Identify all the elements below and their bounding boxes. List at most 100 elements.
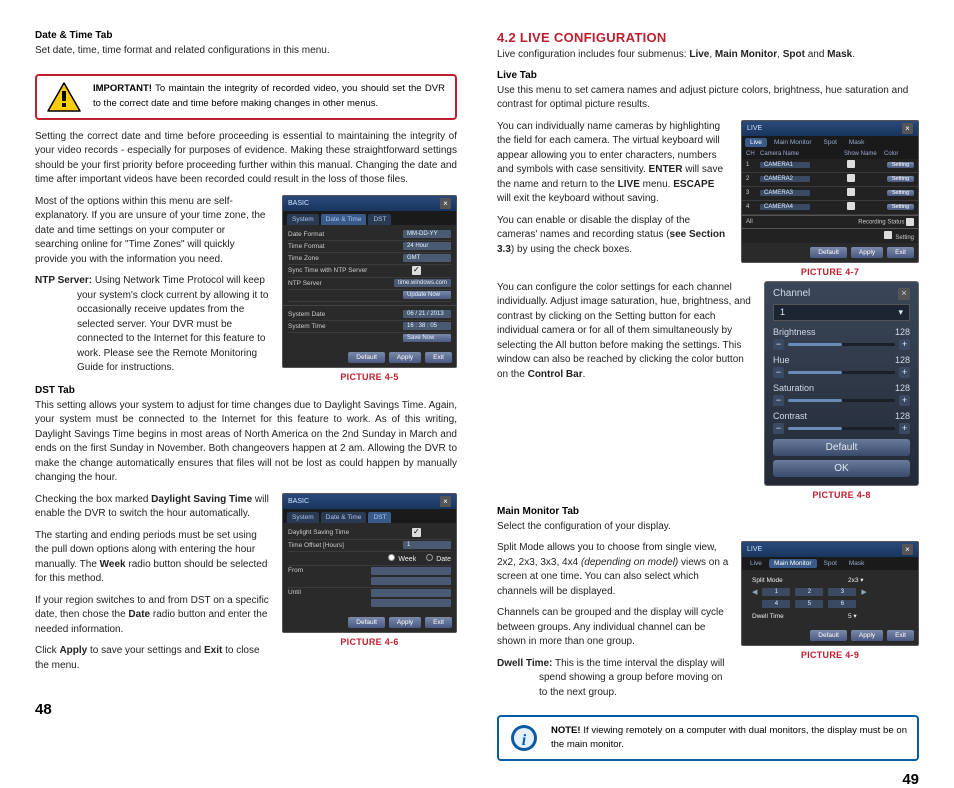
camera-name-input[interactable]: CAMERA4 — [760, 204, 810, 210]
important-text: IMPORTANT! To maintain the integrity of … — [93, 82, 445, 111]
show-name-checkbox[interactable] — [847, 202, 855, 210]
all-checkbox[interactable] — [884, 231, 892, 239]
dst-checkbox[interactable] — [412, 528, 421, 537]
default-button[interactable]: Default — [810, 247, 847, 258]
live-p1: Use this menu to set camera names and ad… — [497, 84, 919, 113]
tab-dst[interactable]: DST — [368, 512, 391, 523]
page-48: Date & Time Tab Set date, time, time for… — [35, 30, 457, 718]
tab-main-monitor[interactable]: Main Monitor — [769, 138, 817, 147]
live-intro: Live configuration includes four submenu… — [497, 48, 919, 63]
date-time-p2: Setting the correct date and time before… — [35, 130, 457, 188]
tab-live[interactable]: Live — [745, 559, 767, 568]
table-row: 2CAMERA2Setting — [742, 173, 918, 187]
mm-p4: Dwell Time: This is the time interval th… — [497, 657, 729, 701]
dwell-time-select[interactable]: 5 ▾ — [848, 612, 908, 620]
close-icon[interactable]: × — [440, 496, 451, 507]
live-tab-heading: Live Tab — [497, 70, 919, 81]
picture-4-5-caption: PICTURE 4-5 — [282, 372, 457, 382]
date-time-two-up: Most of the options within this menu are… — [35, 195, 457, 383]
update-now-button[interactable]: Update Now — [403, 291, 451, 299]
split-mode-select[interactable]: 2x3 ▾ — [848, 576, 908, 584]
date-time-heading: Date & Time Tab — [35, 30, 457, 41]
mm-p1: Select the configuration of your display… — [497, 520, 919, 535]
tab-mask[interactable]: Mask — [844, 138, 870, 147]
default-button[interactable]: Default — [773, 439, 910, 456]
plus-button[interactable]: + — [899, 367, 910, 378]
ntp-sync-checkbox[interactable] — [412, 266, 421, 275]
tab-date-time[interactable]: Date & Time — [321, 214, 367, 225]
table-row: 4CAMERA4Setting — [742, 201, 918, 215]
tab-dst[interactable]: DST — [368, 214, 391, 225]
date-radio[interactable] — [426, 554, 433, 561]
contrast-slider[interactable] — [788, 427, 895, 430]
live-p4: You can configure the color settings for… — [497, 281, 752, 383]
week-radio[interactable] — [388, 554, 395, 561]
warning-icon — [47, 82, 81, 112]
picture-4-7-caption: PICTURE 4-7 — [741, 267, 919, 277]
default-button[interactable]: Default — [810, 630, 847, 641]
exit-button[interactable]: Exit — [887, 247, 914, 258]
show-name-checkbox[interactable] — [847, 160, 855, 168]
apply-button[interactable]: Apply — [389, 617, 421, 628]
minus-button[interactable]: − — [773, 423, 784, 434]
camera-name-input[interactable]: CAMERA3 — [760, 190, 810, 196]
prev-group-button[interactable]: ◀ — [752, 588, 757, 596]
dst-p1: This setting allows your system to adjus… — [35, 399, 457, 486]
next-group-button[interactable]: ▶ — [861, 588, 866, 596]
tab-mask[interactable]: Mask — [844, 559, 870, 568]
dst-p2: Checking the box marked Daylight Saving … — [35, 493, 270, 522]
tab-main-monitor[interactable]: Main Monitor — [769, 559, 817, 568]
color-two-up: You can configure the color settings for… — [497, 281, 919, 500]
options-para: Most of the options within this menu are… — [35, 195, 270, 268]
minus-button[interactable]: − — [773, 339, 784, 350]
show-name-checkbox[interactable] — [847, 174, 855, 182]
exit-button[interactable]: Exit — [425, 352, 452, 363]
plus-button[interactable]: + — [899, 339, 910, 350]
recording-status-checkbox[interactable] — [906, 218, 914, 226]
close-icon[interactable]: × — [902, 544, 913, 555]
page-number-48: 48 — [35, 701, 457, 718]
setting-button[interactable]: Setting — [887, 204, 914, 210]
setting-button[interactable]: Setting — [887, 176, 914, 182]
dst-two-up: Checking the box marked Daylight Saving … — [35, 493, 457, 681]
save-now-button[interactable]: Save Now — [403, 334, 451, 342]
tab-spot[interactable]: Spot — [819, 138, 842, 147]
brightness-slider[interactable] — [788, 343, 895, 346]
camera-name-input[interactable]: CAMERA2 — [760, 176, 810, 182]
close-icon[interactable]: × — [902, 123, 913, 134]
apply-button[interactable]: Apply — [851, 630, 883, 641]
live-p3: You can enable or disable the display of… — [497, 214, 729, 258]
dst-p4: If your region switches to and from DST … — [35, 594, 270, 638]
tab-spot[interactable]: Spot — [819, 559, 842, 568]
minus-button[interactable]: − — [773, 367, 784, 378]
saturation-slider[interactable] — [788, 399, 895, 402]
apply-button[interactable]: Apply — [389, 352, 421, 363]
default-button[interactable]: Default — [348, 617, 385, 628]
setting-button[interactable]: Setting — [887, 162, 914, 168]
hue-slider[interactable] — [788, 371, 895, 374]
exit-button[interactable]: Exit — [425, 617, 452, 628]
setting-button[interactable]: Setting — [887, 190, 914, 196]
channel-select[interactable]: 1▾ — [773, 304, 910, 321]
ok-button[interactable]: OK — [773, 460, 910, 477]
tab-system[interactable]: System — [287, 512, 319, 523]
tab-live[interactable]: Live — [745, 138, 767, 147]
tab-system[interactable]: System — [287, 214, 319, 225]
exit-button[interactable]: Exit — [887, 630, 914, 641]
plus-button[interactable]: + — [899, 395, 910, 406]
page-49: 4.2 Live Configuration Live configuratio… — [497, 30, 919, 718]
picture-4-6-caption: PICTURE 4-6 — [282, 637, 457, 647]
ntp-para: NTP Server: Using Network Time Protocol … — [35, 274, 270, 376]
close-icon[interactable]: × — [898, 288, 910, 300]
picture-4-6: BASIC× System Date & Time DST Daylight S… — [282, 493, 457, 681]
close-icon[interactable]: × — [440, 198, 451, 209]
apply-button[interactable]: Apply — [851, 247, 883, 258]
tab-date-time[interactable]: Date & Time — [321, 512, 367, 523]
show-name-checkbox[interactable] — [847, 188, 855, 196]
setting-all-button[interactable]: Setting — [895, 235, 914, 241]
camera-name-input[interactable]: CAMERA1 — [760, 162, 810, 168]
plus-button[interactable]: + — [899, 423, 910, 434]
default-button[interactable]: Default — [348, 352, 385, 363]
minus-button[interactable]: − — [773, 395, 784, 406]
live-p2: You can individually name cameras by hig… — [497, 120, 729, 207]
